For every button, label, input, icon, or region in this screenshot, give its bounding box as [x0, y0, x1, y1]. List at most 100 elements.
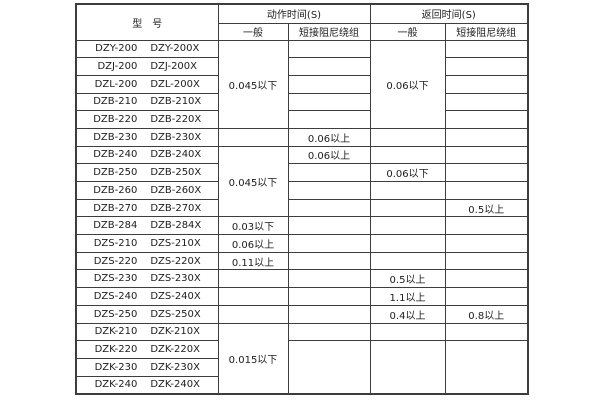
col-header-model: 型 号 [75, 3, 219, 41]
ret-short-cell [444, 216, 529, 236]
act-short-cell [287, 92, 371, 112]
act-short-cell [287, 198, 371, 218]
model-cell: DZB-230 DZB-230X [75, 127, 219, 147]
model-name: DZB-210 [93, 96, 138, 108]
model-name: DZB-250 [93, 167, 138, 179]
model-cell: DZJ-200 DZJ-200X [75, 57, 219, 76]
model-cell: DZL-200 DZL-200X [75, 74, 219, 94]
act-gen-cell: 0.045以下 [217, 145, 289, 218]
ret-short-cell [444, 39, 529, 59]
model-name: DZS-210 [93, 237, 138, 249]
ret-short-cell [444, 92, 529, 112]
model-name: DZS-230 [93, 273, 138, 285]
table-row: DZS-210 DZS-210X 0.06以上 [75, 234, 529, 253]
act-short-cell [287, 269, 371, 289]
model-name: DZL-200 [94, 78, 138, 90]
model-name: DZS-250 [93, 308, 138, 320]
col-header-action-short-damping: 短接阻尼绕组 [287, 22, 371, 41]
table-row: DZB-220 DZB-220X [75, 110, 529, 129]
model-cell: DZB-220 DZB-220X [75, 110, 219, 129]
ret-gen-cell: 0.06以下 [369, 163, 446, 182]
table-row: DZJ-200 DZJ-200X [75, 57, 529, 76]
act-gen-cell: 0.03以下 [217, 216, 289, 236]
model-name-x: DZS-230X [150, 273, 201, 285]
model-cell: DZB-240 DZB-240X [75, 145, 219, 165]
model-name-x: DZK-210X [150, 326, 200, 338]
table-row: DZB-240 DZB-240X 0.045以下 0.06以上 [75, 145, 529, 218]
col-header-action-time: 动作时间(S) [217, 3, 371, 24]
model-name-x: DZK-230X [150, 361, 200, 373]
model-name-x: DZB-250X [150, 167, 202, 179]
table-row: DZK-210 DZK-210X 0.015以下 [75, 322, 529, 395]
model-cell: DZB-270 DZB-270X [75, 198, 219, 218]
model-cell: DZS-250 DZS-250X [75, 304, 219, 324]
act-short-cell [287, 39, 371, 59]
act-gen-cell: 0.015以下 [217, 322, 289, 395]
table-row: DZS-250 DZS-250X 0.4以上 0.8以上 [75, 304, 529, 324]
model-name-x: DZS-220X [150, 255, 201, 267]
table-row: DZK-240 DZK-240X [75, 375, 528, 395]
model-name: DZB-284 [93, 220, 138, 232]
act-gen-cell [217, 269, 289, 289]
model-name-x: DZL-200X [150, 78, 200, 90]
ret-gen-cell [369, 251, 446, 271]
model-name-x: DZK-220X [150, 344, 200, 356]
model-name-x: DZB-270X [150, 202, 202, 214]
model-name: DZB-240 [93, 149, 138, 161]
ret-short-cell [444, 145, 529, 165]
table-row: DZS-220 DZS-220X 0.11以上 [75, 251, 529, 271]
act-short-cell [287, 163, 371, 182]
act-short-cell: 0.06以上 [287, 127, 371, 147]
model-name: DZY-200 [95, 43, 138, 55]
model-cell: DZY-200 DZY-200X [75, 39, 219, 59]
ret-short-cell [444, 322, 529, 342]
act-short-cell [287, 74, 371, 94]
table-row: DZB-270 DZB-270X 0.5以上 [75, 198, 529, 218]
ret-gen-cell [369, 340, 446, 395]
model-name: DZK-220 [94, 344, 138, 356]
col-header-action-general: 一般 [217, 22, 289, 41]
model-cell: DZB-284 DZB-284X [75, 216, 219, 236]
spec-table-container: 型 号 动作时间(S) 返回时间(S) 一般 短接阻尼绕组 一般 短接阻尼绕组 … [75, 3, 529, 395]
ret-short-cell [444, 57, 529, 76]
ret-short-cell [444, 234, 529, 253]
ret-short-cell [444, 163, 529, 182]
act-short-cell [287, 110, 371, 129]
ret-short-cell: 0.8以上 [444, 304, 529, 324]
ret-short-cell [444, 251, 529, 271]
model-name-x: DZB-240X [150, 149, 202, 161]
table-row: DZL-200 DZL-200X [75, 74, 529, 94]
ret-gen-cell [369, 216, 446, 236]
table-row: DZS-240 DZS-240X 1.1以上 [75, 287, 529, 306]
act-gen-cell [217, 127, 289, 147]
ret-short-cell [444, 127, 529, 147]
model-name: DZB-220 [93, 114, 138, 126]
model-name: DZS-220 [93, 255, 138, 267]
model-name-x: DZB-230X [150, 131, 202, 143]
relay-spec-table: 型 号 动作时间(S) 返回时间(S) 一般 短接阻尼绕组 一般 短接阻尼绕组 … [75, 3, 529, 395]
table-row: DZB-260 DZB-260X [75, 181, 529, 200]
model-name-x: DZB-284X [150, 220, 202, 232]
model-name-x: DZY-200X [150, 43, 200, 55]
model-name-x: DZS-250X [150, 308, 201, 320]
table-row: DZB-284 DZB-284X 0.03以下 [75, 216, 529, 236]
act-short-cell [287, 181, 371, 200]
ret-gen-cell [369, 322, 446, 342]
model-cell: DZK-220 DZK-220X [75, 340, 219, 359]
model-name-x: DZS-210X [150, 237, 201, 249]
ret-short-cell [444, 181, 529, 200]
model-cell: DZK-210 DZK-210X [75, 322, 219, 342]
act-short-cell [287, 287, 371, 306]
table-row: DZB-210 DZB-210X [75, 92, 529, 112]
table-row: DZB-250 DZB-250X 0.06以下 [75, 163, 529, 182]
ret-gen-cell: 0.5以上 [369, 269, 446, 289]
ret-gen-cell [369, 145, 446, 165]
act-short-cell [287, 322, 371, 342]
model-name: DZB-230 [93, 131, 138, 143]
model-name-x: DZS-240X [150, 290, 201, 302]
table-row: DZK-220 DZK-220X [75, 340, 529, 395]
act-short-cell [287, 251, 371, 271]
model-cell: DZB-250 DZB-250X [75, 163, 219, 182]
model-name: DZK-210 [94, 326, 138, 338]
model-name-x: DZB-210X [150, 96, 202, 108]
